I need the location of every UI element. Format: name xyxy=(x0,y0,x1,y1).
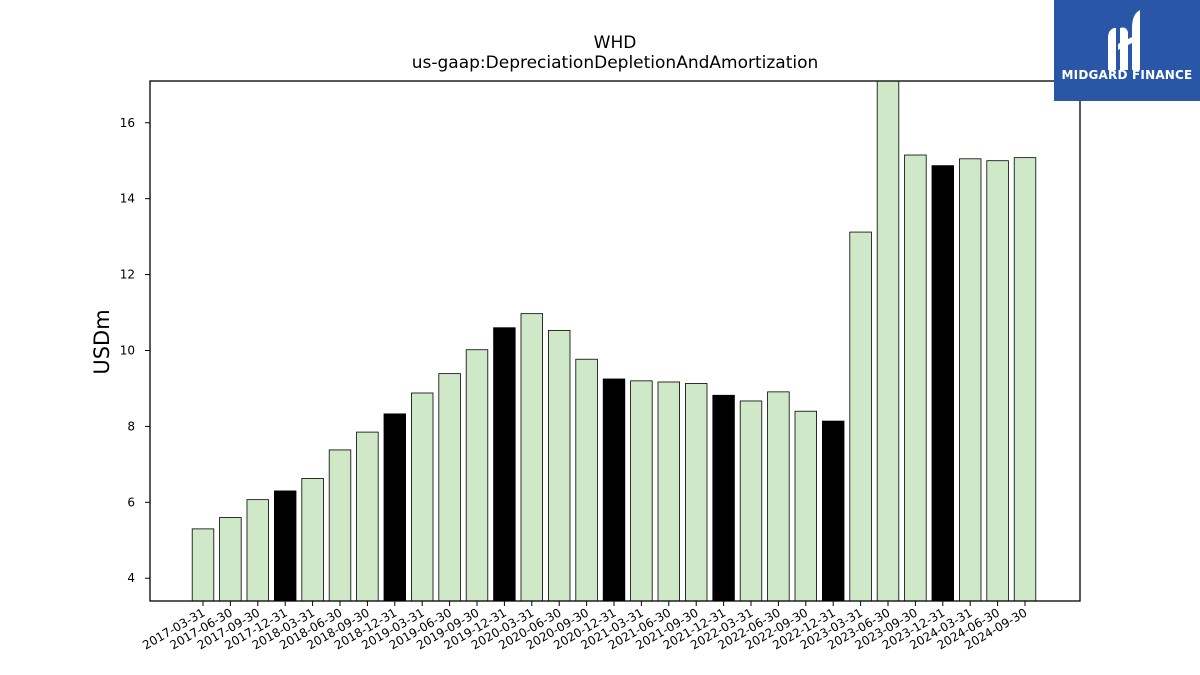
y-axis-label: USDm xyxy=(90,309,114,374)
bar-2019-12-31 xyxy=(493,327,516,602)
bar-2021-03-31 xyxy=(630,380,653,602)
bar-2021-06-30 xyxy=(657,381,681,602)
bar-2019-09-30 xyxy=(465,349,489,602)
midgard-finance-logo: MIDGARD FINANCE xyxy=(1054,0,1200,101)
bar-2022-12-31 xyxy=(822,420,845,602)
midgard-logo-icon xyxy=(1108,10,1140,70)
bar-2019-06-30 xyxy=(438,373,461,602)
bar-2021-12-31 xyxy=(712,394,735,602)
bar-2020-09-30 xyxy=(575,358,598,602)
y-tick-label: 4 xyxy=(127,571,135,585)
y-tick-label: 6 xyxy=(127,495,135,509)
bar-2024-09-30 xyxy=(1013,157,1037,602)
logo-text: MIDGARD FINANCE xyxy=(1061,68,1193,82)
bar-2017-09-30 xyxy=(246,499,270,602)
bar-2023-06-30 xyxy=(876,80,900,602)
bar-2024-06-30 xyxy=(986,160,1009,602)
bar-2017-12-31 xyxy=(273,490,297,602)
bar-2022-03-31 xyxy=(739,400,763,602)
bar-2017-03-31 xyxy=(191,528,215,602)
bar-2024-03-31 xyxy=(959,158,982,602)
bar-2020-03-31 xyxy=(520,313,544,602)
x-axis-ticks: 2017-03-312017-06-302017-09-302017-12-31… xyxy=(140,601,1030,652)
bar-2019-03-31 xyxy=(410,392,434,602)
bars-group xyxy=(191,80,1037,602)
bar-2018-06-30 xyxy=(328,449,352,602)
chart-subtitle: us-gaap:DepreciationDepletionAndAmortiza… xyxy=(412,53,819,73)
chart-title: WHD xyxy=(594,33,637,53)
bar-2023-03-31 xyxy=(849,231,872,602)
y-tick-label: 12 xyxy=(120,268,135,282)
bar-2017-06-30 xyxy=(219,517,242,602)
bar-2018-12-31 xyxy=(383,413,407,602)
y-tick-label: 16 xyxy=(120,116,135,130)
y-tick-label: 8 xyxy=(127,419,135,433)
bar-2020-12-31 xyxy=(602,378,626,602)
bar-2023-09-30 xyxy=(904,154,927,602)
y-axis-ticks: 4 6 8 10 12 14 16 xyxy=(120,116,150,585)
bar-2018-03-31 xyxy=(301,477,324,602)
bar-2022-06-30 xyxy=(767,391,790,602)
bar-2023-12-31 xyxy=(931,165,955,602)
y-tick-label: 14 xyxy=(120,192,135,206)
plot-frame xyxy=(149,80,1081,602)
bar-2018-09-30 xyxy=(356,431,379,602)
y-tick-label: 10 xyxy=(120,343,135,357)
bar-2021-09-30 xyxy=(685,383,708,602)
bar-2022-09-30 xyxy=(794,410,818,602)
bar-2020-06-30 xyxy=(548,329,571,602)
